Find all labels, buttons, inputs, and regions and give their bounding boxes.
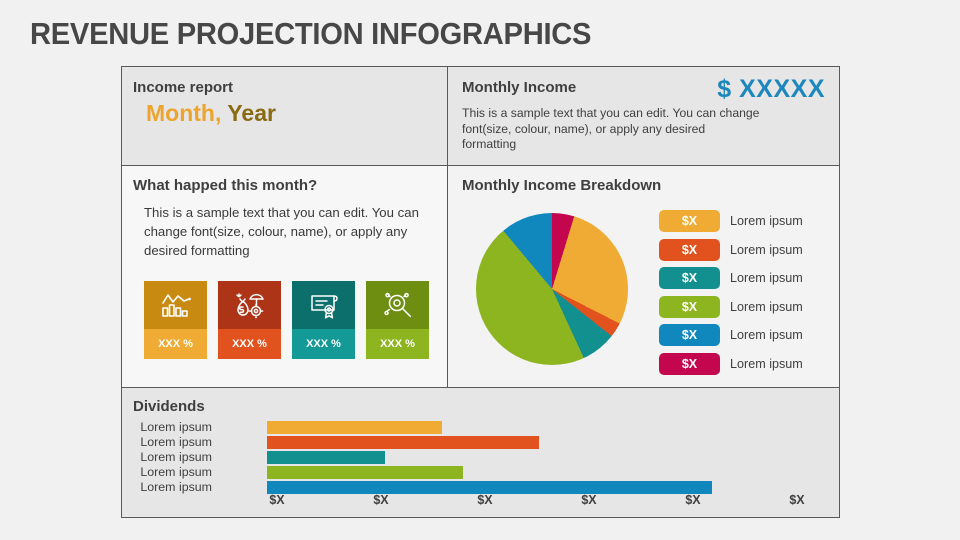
legend-item[interactable]: $X Lorem ipsum <box>659 324 803 346</box>
monthly-income-heading: Monthly Income <box>462 79 577 96</box>
line-bar-chart-icon <box>159 290 193 320</box>
monthly-income-panel: Monthly Income $ XXXXX This is a sample … <box>448 67 839 166</box>
dividends-bar-row: Lorem ipsum <box>122 450 839 464</box>
dividends-axis-tick: $X <box>789 493 805 507</box>
legend-value-badge: $X <box>659 238 720 261</box>
legend-item[interactable]: $X Lorem ipsum <box>659 238 803 261</box>
dividends-bar-label: Lorem ipsum <box>140 420 212 434</box>
legend-value-badge: $X <box>659 267 720 289</box>
dividends-axis: $X $X $X $X $X $X <box>122 493 839 509</box>
metric-tiles: XXX % <box>144 281 429 359</box>
legend-item[interactable]: $X Lorem ipsum <box>659 295 803 318</box>
metric-tile[interactable]: XXX % <box>144 281 207 359</box>
legend-value-badge: $X <box>659 324 720 346</box>
legend-value-badge: $X <box>659 210 720 232</box>
what-happened-body: This is a sample text that you can edit.… <box>144 205 419 258</box>
income-breakdown-legend: $X Lorem ipsum $X Lorem ipsum $X Lorem ipsum $… <box>659 210 803 375</box>
dividends-bar-chart: Lorem ipsum Lorem ipsum Lorem ipsum Lorem i… <box>122 420 839 495</box>
legend-value-badge: $X <box>659 352 720 375</box>
dividends-axis-tick: $X <box>581 493 597 507</box>
legend-item[interactable]: $X Lorem ipsum <box>659 267 803 289</box>
income-report-month: Month, <box>146 100 222 126</box>
dividends-bar-label: Lorem ipsum <box>140 465 212 479</box>
income-breakdown-heading: Monthly Income Breakdown <box>462 177 662 194</box>
legend-value-badge: $X <box>659 295 720 318</box>
legend-item[interactable]: $X Lorem ipsum <box>659 352 803 375</box>
metric-tile-percent: XXX % <box>144 329 207 359</box>
metric-tile[interactable]: XXX % <box>366 281 429 359</box>
income-breakdown-pie-chart <box>476 213 628 365</box>
dividends-bar-row: Lorem ipsum <box>122 465 839 479</box>
metric-tile-icon-area <box>144 281 207 329</box>
what-happened-panel: What happed this month? This is a sample… <box>122 166 448 388</box>
dividends-axis-tick: $X <box>477 493 493 507</box>
legend-item-label: Lorem ipsum <box>730 271 803 285</box>
dividends-bar-label: Lorem ipsum <box>140 450 212 464</box>
money-bag-umbrella-icon <box>233 290 267 320</box>
legend-item-label: Lorem ipsum <box>730 242 803 257</box>
page-title: REVENUE PROJECTION INFOGRAPHICS <box>30 16 592 51</box>
dividends-axis-tick: $X <box>269 493 285 507</box>
legend-item-label: Lorem ipsum <box>730 214 803 228</box>
metric-tile-percent: XXX % <box>292 329 355 359</box>
metric-tile-icon-area <box>292 281 355 329</box>
dividends-bar-fill <box>267 450 385 464</box>
dividends-heading: Dividends <box>133 398 205 415</box>
legend-item[interactable]: $X Lorem ipsum <box>659 210 803 232</box>
dividends-panel: Dividends Lorem ipsum Lorem ipsum Lorem ip… <box>122 388 839 517</box>
legend-item-label: Lorem ipsum <box>730 356 803 371</box>
dividends-bar-row: Lorem ipsum <box>122 480 839 494</box>
metric-tile-icon-area <box>218 281 281 329</box>
monthly-income-body: This is a sample text that you can edit.… <box>462 106 760 151</box>
metric-tile-percent: XXX % <box>366 329 429 359</box>
legend-item-label: Lorem ipsum <box>730 299 803 314</box>
dividends-bar-fill <box>267 435 539 449</box>
income-report-period: Month, Year <box>146 100 276 127</box>
metric-tile[interactable]: XXX % <box>218 281 281 359</box>
income-breakdown-panel: Monthly Income Breakdown $X Lorem ipsum $X… <box>448 166 839 388</box>
dividends-bar-fill <box>267 420 442 434</box>
legend-item-label: Lorem ipsum <box>730 328 803 342</box>
infographic-grid: Income report Month, Year Monthly Income… <box>121 66 840 518</box>
dividends-bar-label: Lorem ipsum <box>140 480 212 494</box>
monthly-income-amount: $ XXXXX <box>717 75 825 103</box>
certificate-seal-icon <box>307 290 341 320</box>
metric-tile-icon-area <box>366 281 429 329</box>
dividends-bar-row: Lorem ipsum <box>122 435 839 449</box>
dividends-bar-fill <box>267 465 463 479</box>
metric-tile-percent: XXX % <box>218 329 281 359</box>
dividends-axis-tick: $X <box>685 493 701 507</box>
metric-tile[interactable]: XXX % <box>292 281 355 359</box>
what-happened-heading: What happed this month? <box>133 177 318 194</box>
income-report-panel: Income report Month, Year <box>122 67 448 166</box>
dividends-bar-fill <box>267 480 712 494</box>
income-report-year: Year <box>227 100 276 126</box>
dividends-axis-tick: $X <box>373 493 389 507</box>
magnifier-target-icon <box>381 290 415 320</box>
dividends-bar-label: Lorem ipsum <box>140 435 212 449</box>
income-report-heading: Income report <box>133 79 234 96</box>
dividends-bar-row: Lorem ipsum <box>122 420 839 434</box>
